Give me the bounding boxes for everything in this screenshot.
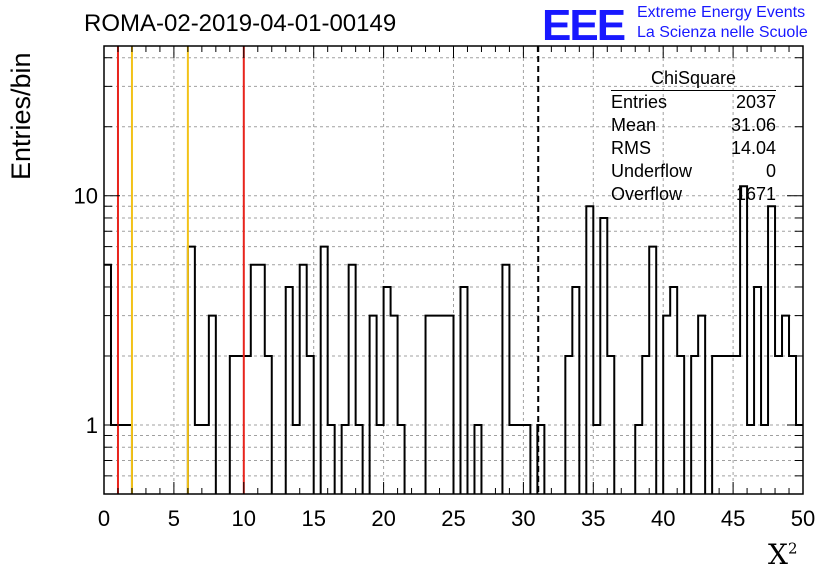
y-tick-label: 10 xyxy=(74,184,98,209)
stats-label: Overflow xyxy=(611,184,683,204)
logo-subtitle-1: Extreme Energy Events xyxy=(637,4,806,21)
x-tick-label: 40 xyxy=(651,506,675,531)
x-axis-label-base: X xyxy=(768,538,788,571)
stats-title: ChiSquare xyxy=(611,66,776,91)
histogram-line xyxy=(104,185,803,494)
x-tick-label: 45 xyxy=(721,506,745,531)
y-tick-label: 1 xyxy=(86,413,98,438)
stats-row-entries: Entries 2037 xyxy=(611,91,776,114)
stats-value: 0 xyxy=(765,161,776,181)
eee-logo: EEE xyxy=(542,1,626,50)
stats-row-mean: Mean 31.06 xyxy=(611,114,776,137)
stats-row-overflow: Overflow 1671 xyxy=(611,183,776,206)
x-tick-label: 20 xyxy=(371,506,395,531)
stats-label: RMS xyxy=(611,138,651,158)
stats-value: 31.06 xyxy=(730,115,776,135)
x-tick-label: 50 xyxy=(791,506,815,531)
stats-value: 1671 xyxy=(735,184,776,204)
stats-value: 14.04 xyxy=(730,138,776,158)
logo-subtitle-2: La Scienza nelle Scuole xyxy=(637,24,808,41)
x-tick-label: 5 xyxy=(168,506,180,531)
stats-value: 2037 xyxy=(735,92,776,112)
x-axis-label: X2 xyxy=(768,538,797,571)
stats-label: Mean xyxy=(611,115,657,135)
x-tick-label: 10 xyxy=(232,506,256,531)
stats-row-rms: RMS 14.04 xyxy=(611,137,776,160)
stats-label: Entries xyxy=(611,92,668,112)
x-tick-label: 25 xyxy=(441,506,465,531)
y-axis-label: Entries/bin xyxy=(6,52,36,180)
x-tick-label: 35 xyxy=(581,506,605,531)
x-tick-label: 30 xyxy=(511,506,535,531)
stats-box: ChiSquare Entries 2037 Mean 31.06 RMS 14.04… xyxy=(611,66,776,206)
stats-label: Underflow xyxy=(611,161,693,181)
stats-row-underflow: Underflow 0 xyxy=(611,160,776,183)
x-axis-label-superscript: 2 xyxy=(787,539,798,558)
x-tick-label: 0 xyxy=(98,506,110,531)
chart-title: ROMA-02-2019-04-01-00149 xyxy=(84,10,397,37)
x-tick-label: 15 xyxy=(301,506,325,531)
